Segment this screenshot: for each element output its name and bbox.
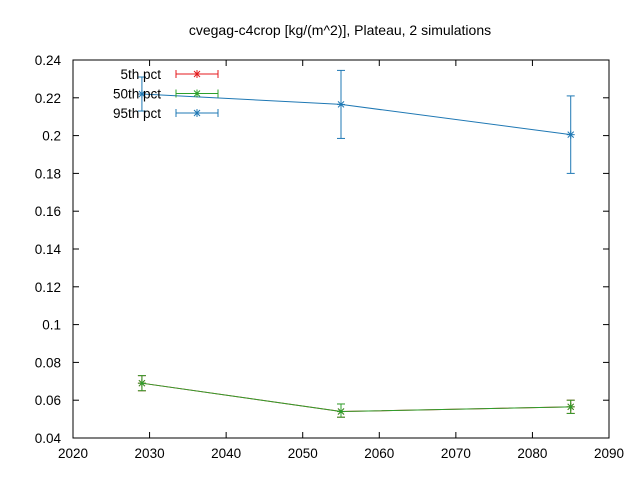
y-tick-label: 0.06 — [35, 393, 61, 408]
y-tick-label: 0.16 — [35, 204, 61, 219]
data-point — [193, 109, 201, 117]
y-tick-label: 0.14 — [35, 242, 62, 257]
series-layer — [137, 69, 575, 418]
legend-label: 95th pct — [113, 106, 161, 121]
data-point — [137, 90, 146, 99]
legend-item: 50th pct — [113, 87, 219, 102]
data-point — [337, 100, 345, 109]
chart-title: cvegag-c4crop [kg/(m^2)], Plateau, 2 sim… — [189, 22, 491, 38]
x-tick-label: 2020 — [58, 446, 88, 461]
y-tick-label: 0.22 — [35, 91, 61, 106]
x-tick-label: 2080 — [517, 446, 547, 461]
data-point — [193, 70, 201, 78]
series-50th-pct — [137, 375, 575, 418]
y-tick-label: 0.2 — [42, 129, 61, 144]
data-point — [337, 407, 345, 416]
y-axis: 0.04 0.06 0.08 0.1 0.12 0.14 0.16 0.18 0.2 0.22 0.… — [35, 53, 609, 446]
y-tick-label: 0.1 — [42, 318, 61, 333]
y-tick-label: 0.18 — [35, 166, 61, 181]
y-tick-label: 0.04 — [35, 431, 62, 446]
x-tick-label: 2090 — [594, 446, 624, 461]
x-tick-label: 2040 — [211, 446, 241, 461]
x-axis: 2020 2030 2040 2050 2060 2070 2080 2090 — [58, 60, 624, 461]
y-tick-label: 0.12 — [35, 280, 61, 295]
x-tick-label: 2030 — [135, 446, 165, 461]
series-line — [141, 382, 571, 413]
x-tick-label: 2070 — [441, 446, 471, 461]
x-tick-label: 2060 — [364, 446, 394, 461]
data-point — [137, 379, 146, 388]
legend: 5th pct 50th pct 95th pct — [113, 67, 219, 121]
legend-label: 50th pct — [113, 87, 161, 102]
series-line — [141, 382, 571, 413]
y-tick-label: 0.24 — [35, 53, 62, 68]
legend-item: 95th pct — [113, 106, 219, 121]
data-point — [566, 402, 575, 411]
data-point — [193, 89, 201, 98]
x-tick-label: 2050 — [288, 446, 318, 461]
legend-item: 5th pct — [120, 67, 219, 82]
series-line — [141, 93, 571, 136]
data-point — [566, 130, 575, 139]
legend-label: 5th pct — [120, 67, 161, 82]
y-tick-label: 0.08 — [35, 355, 61, 370]
series-95th-pct — [137, 69, 575, 174]
